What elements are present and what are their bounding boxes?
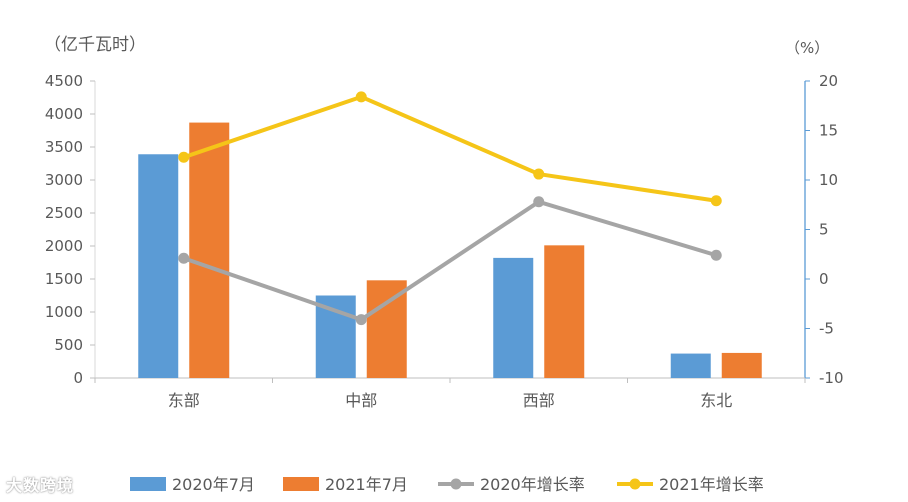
y-left-tick-label: 1500 [45, 270, 83, 288]
y-right-tick-label: 15 [819, 122, 838, 140]
bar [670, 353, 711, 378]
watermark-text: 大数跨境 [6, 476, 75, 495]
legend: 2020年7月 2021年7月 2020年增长率 2021年增长率 [130, 475, 764, 494]
y-right-tick-label: 10 [819, 171, 838, 189]
bar [544, 245, 585, 378]
y-left-tick-label: 2500 [45, 204, 83, 222]
legend-marker [629, 478, 641, 490]
y-right-tick-label: 0 [819, 270, 829, 288]
y-right-unit-label: （%） [785, 39, 829, 57]
y-right-tick-label: -5 [819, 320, 834, 338]
legend-label: 2020年增长率 [480, 475, 585, 494]
legend-swatch [130, 477, 166, 491]
x-tick-label: 东部 [168, 391, 200, 410]
series-line [183, 199, 717, 322]
legend-label: 2021年7月 [325, 475, 408, 494]
axes: 0 500 1000 1500 2000 2500 3000 3500 4000 4500 -10 -… [44, 35, 844, 410]
bar [493, 257, 534, 378]
y-left-tick-label: 4000 [45, 105, 83, 123]
watermark-logo: 大数跨境 [6, 472, 74, 496]
y-left-tick-label: 0 [73, 369, 83, 387]
x-tick-label: 西部 [523, 391, 555, 410]
line-point [178, 252, 190, 264]
y-left-tick-label: 4500 [45, 72, 83, 90]
line-point [710, 195, 722, 207]
lines [178, 91, 722, 326]
x-tick-label: 中部 [345, 391, 377, 410]
y-left-tick-label: 3000 [45, 171, 83, 189]
y-left-tick-label: 3500 [45, 138, 83, 156]
y-right-tick-label: 20 [819, 72, 838, 90]
y-left-tick-label: 1000 [45, 303, 83, 321]
legend-marker [450, 478, 462, 490]
x-tick-label: 东北 [700, 391, 732, 410]
bar [189, 122, 230, 378]
y-right-tick-label: 5 [819, 221, 829, 239]
line-point [178, 151, 190, 163]
bar [138, 154, 179, 378]
line-point [355, 314, 367, 326]
legend-swatch [283, 477, 319, 491]
series-line [183, 94, 717, 203]
y-left-tick-label: 500 [54, 336, 83, 354]
line-point [533, 196, 545, 208]
bars [138, 122, 762, 378]
line-point [710, 249, 722, 261]
y-right-tick-label: -10 [819, 369, 844, 387]
bar [366, 280, 407, 378]
legend-label: 2020年7月 [172, 475, 255, 494]
legend-label: 2021年增长率 [659, 475, 764, 494]
y-left-tick-label: 2000 [45, 237, 83, 255]
y-left-unit-label: （亿千瓦时） [44, 35, 146, 55]
line-point [533, 168, 545, 180]
bar [721, 352, 762, 378]
line-point [355, 91, 367, 103]
